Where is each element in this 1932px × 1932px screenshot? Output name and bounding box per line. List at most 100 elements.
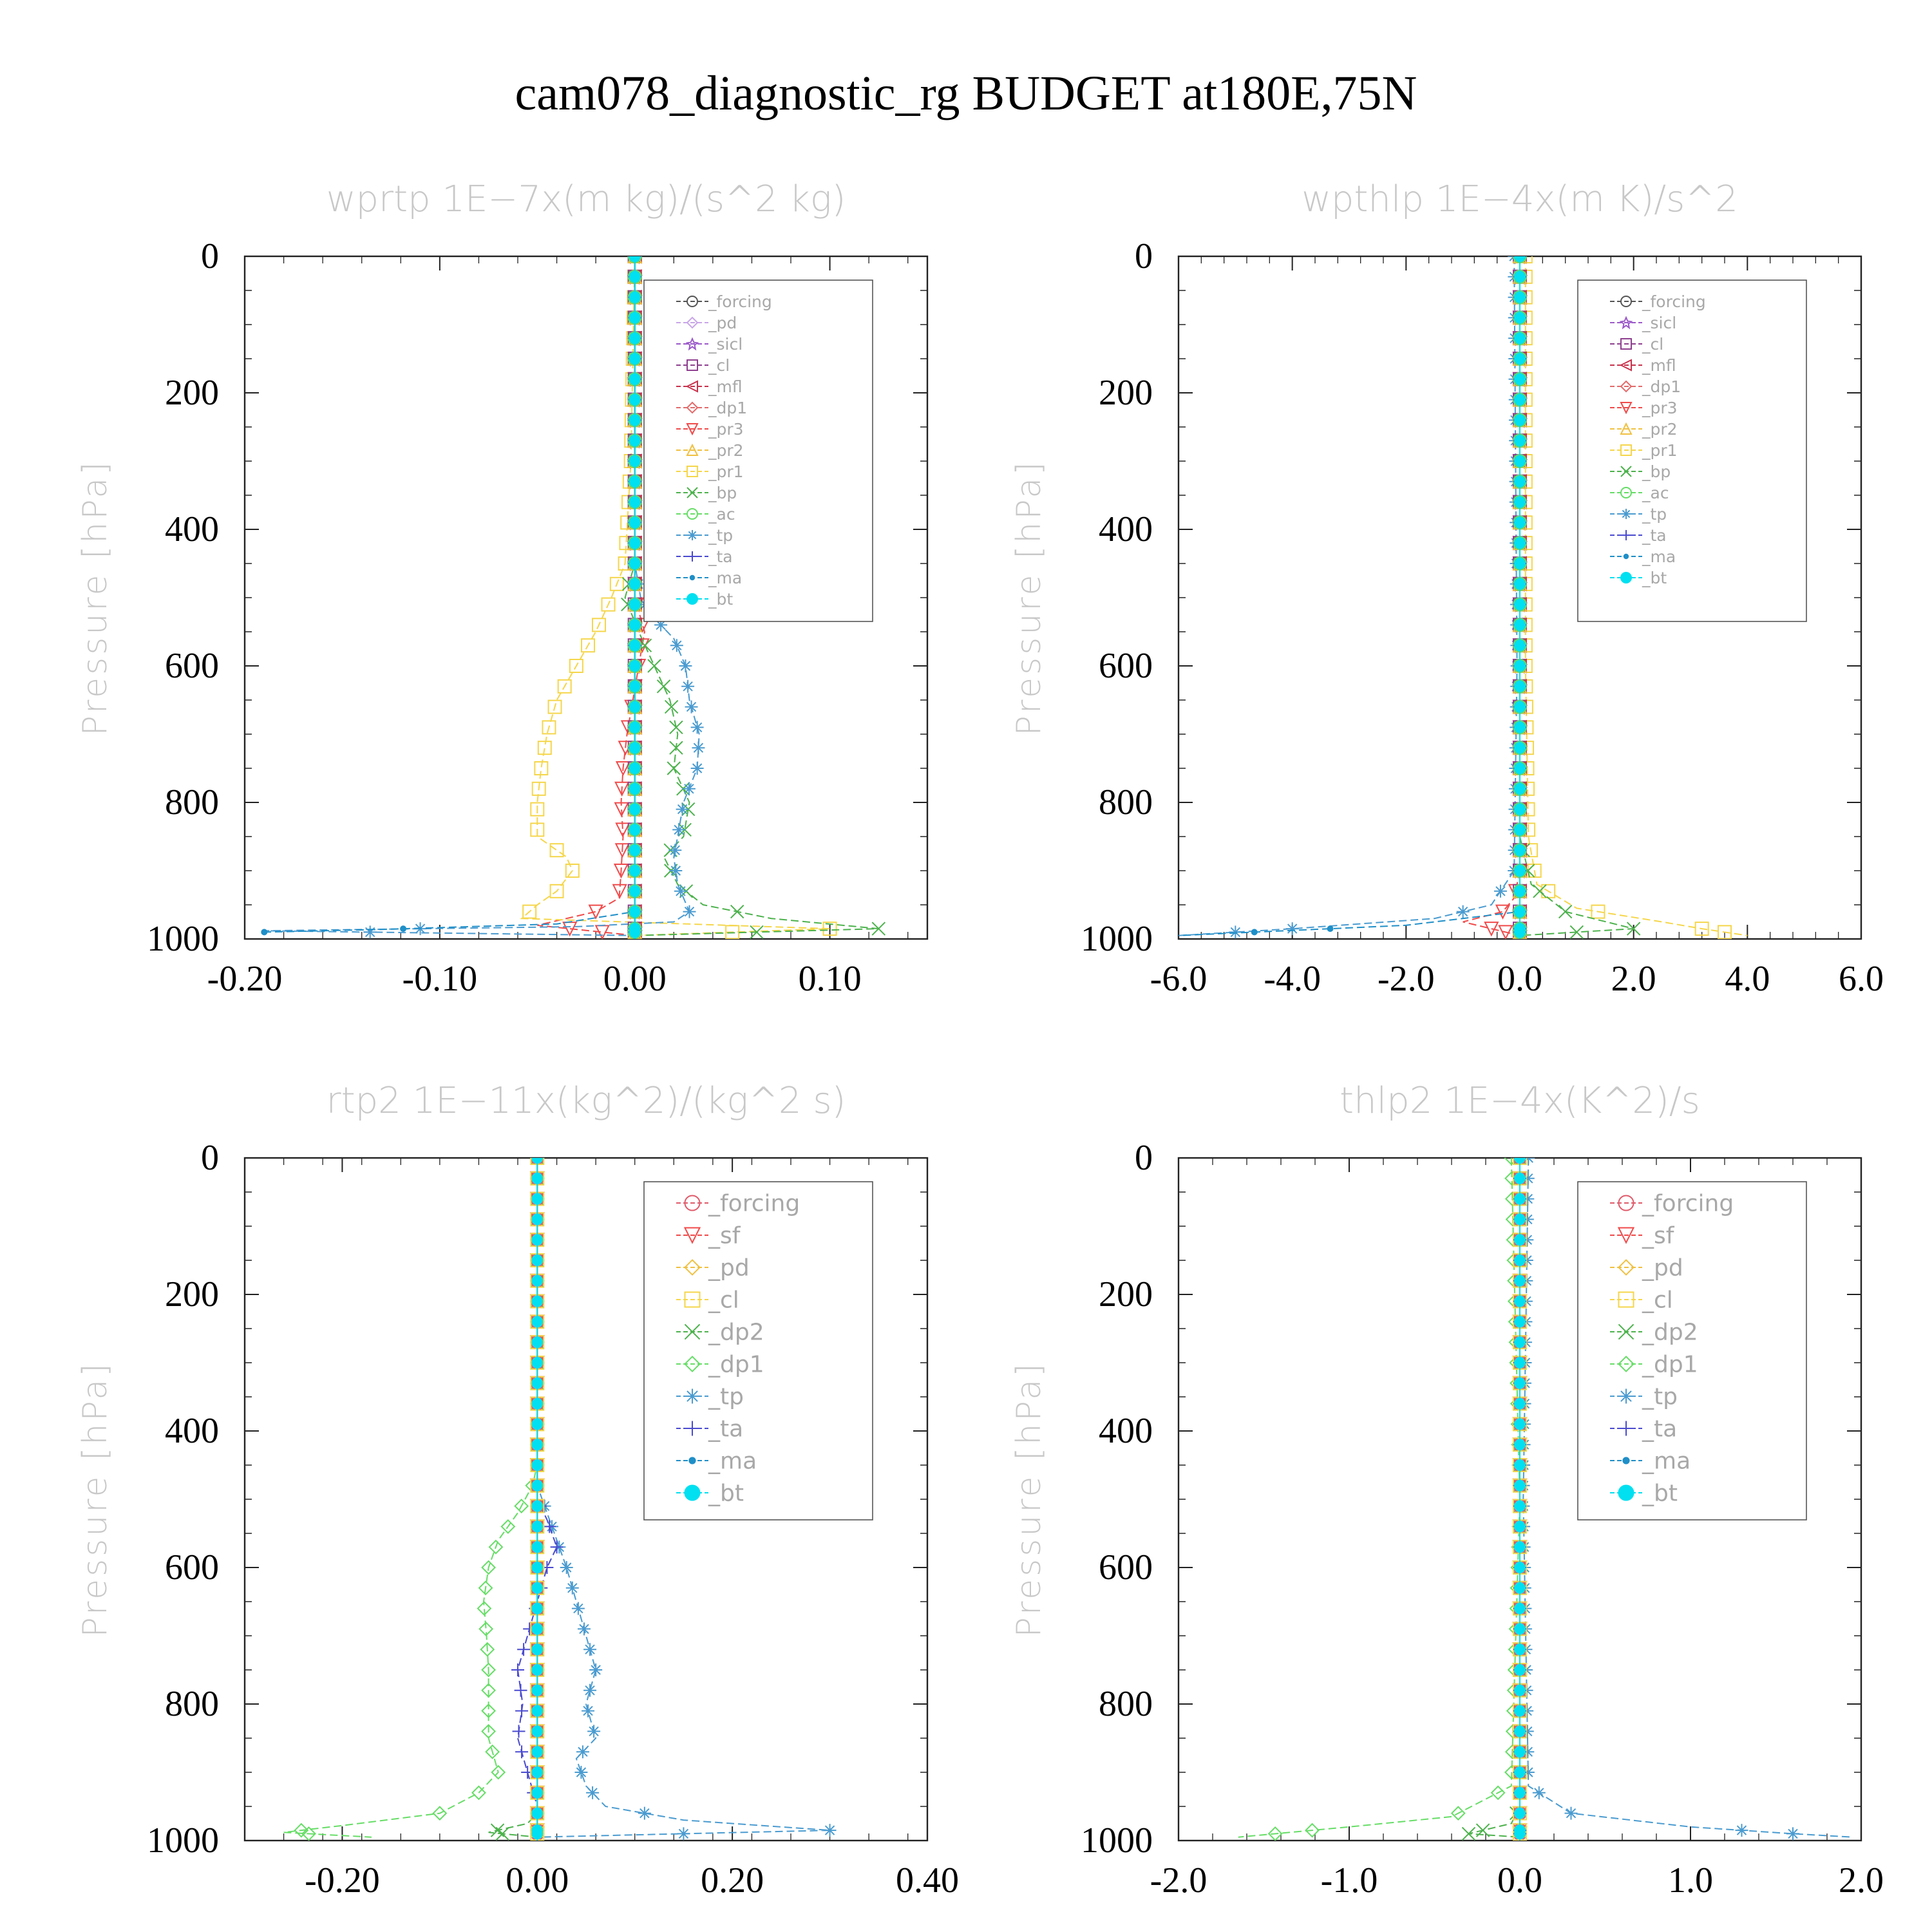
- data-point: [432, 1806, 448, 1821]
- data-point: [485, 1744, 500, 1759]
- data-point: [629, 475, 641, 488]
- data-point: [1786, 1827, 1799, 1841]
- data-point: [1514, 1623, 1526, 1635]
- legend-label: _cl: [1642, 335, 1663, 354]
- legend-entry_bt: _bt: [1610, 569, 1667, 587]
- data-point: [481, 1683, 496, 1698]
- legend-label: _sf: [1642, 1223, 1675, 1249]
- legend-marker: [1620, 296, 1632, 307]
- data-point: [1514, 1336, 1526, 1349]
- data-point: [667, 761, 681, 775]
- legend-entry_cl: _cl: [1610, 1287, 1673, 1314]
- legend-marker: [686, 443, 699, 456]
- data-point: [629, 742, 641, 754]
- data-point: [1514, 742, 1526, 754]
- data-point: [1514, 1582, 1526, 1594]
- y-tick-label: 400: [165, 509, 219, 549]
- legend-label: _ma: [1642, 1448, 1690, 1475]
- series-line: [520, 256, 830, 936]
- y-tick-label: 200: [165, 1274, 219, 1314]
- data-point: [614, 843, 630, 858]
- data-point: [1514, 1213, 1526, 1226]
- data-point: [664, 699, 679, 714]
- data-point: [1514, 312, 1526, 324]
- data-point: [478, 1580, 493, 1596]
- data-point: [1514, 1602, 1526, 1615]
- legend-marker: [684, 1356, 701, 1372]
- legend-entry_forcing: _forcing: [676, 292, 772, 311]
- series_tp: [1179, 256, 1524, 939]
- legend-label: _cl: [708, 1287, 739, 1314]
- legend-label: _ta: [708, 547, 733, 566]
- data-point: [615, 761, 631, 777]
- data-point: [656, 679, 671, 694]
- legend-marker: [687, 508, 698, 520]
- legend-label: _pr1: [1642, 441, 1678, 460]
- data-point: [1521, 1766, 1535, 1779]
- data-point: [601, 597, 616, 612]
- legend-marker: [686, 316, 699, 329]
- data-point: [586, 1786, 600, 1799]
- data-point: [1514, 256, 1526, 262]
- series-line: [1179, 256, 1520, 936]
- panel-4: thlp2 1E−4x(K^2)/s Pressure [hPa] 0 200 400 6…: [1010, 1080, 1884, 1900]
- data-point: [613, 864, 629, 879]
- legend-marker: [684, 1259, 701, 1276]
- legend-entry_tp: _tp: [1610, 1384, 1678, 1410]
- data-point: [871, 922, 886, 936]
- legend-marker: [1618, 1388, 1634, 1404]
- legend-entry_dp1: _dp1: [1610, 377, 1681, 396]
- legend-marker: [685, 1421, 700, 1436]
- x-tick-label: -0.20: [207, 959, 283, 999]
- x-tick-label: 6.0: [1839, 959, 1884, 999]
- data-point: [615, 822, 630, 838]
- data-point: [629, 270, 641, 283]
- data-point: [569, 659, 583, 673]
- legend-marker: [1619, 316, 1633, 330]
- legend-marker: [1622, 1457, 1630, 1464]
- y-tick-label: 1000: [147, 1821, 219, 1861]
- data-point: [543, 1520, 556, 1533]
- data-point: [481, 1560, 496, 1575]
- legend-entry_sf: _sf: [676, 1223, 741, 1249]
- data-point: [1514, 923, 1526, 935]
- data-point: [730, 904, 744, 919]
- legend-label: _dp2: [1642, 1320, 1698, 1346]
- legend-marker: [1621, 530, 1631, 540]
- series-line: [516, 1158, 558, 1807]
- data-point: [583, 1643, 597, 1656]
- legend-entry_ma: _ma: [1610, 1448, 1690, 1475]
- data-point: [500, 1519, 516, 1534]
- data-point: [1514, 639, 1526, 652]
- data-point: [1514, 1725, 1526, 1738]
- y-axis-label: Pressure [hPa]: [1010, 460, 1048, 736]
- data-point: [629, 639, 641, 652]
- data-point: [1514, 455, 1526, 467]
- data-point: [531, 1479, 544, 1492]
- data-point: [682, 782, 696, 795]
- legend-label: _dp1: [708, 1352, 764, 1378]
- series_ma: [261, 256, 638, 936]
- data-point: [1514, 1479, 1526, 1492]
- data-point: [531, 1377, 544, 1389]
- data-point: [638, 1806, 651, 1820]
- legend-entry_dp1: _dp1: [676, 1352, 764, 1378]
- data-point: [560, 1561, 573, 1574]
- data-point: [531, 781, 546, 796]
- data-point: [1514, 373, 1526, 385]
- legend-entry_pr3: _pr3: [676, 420, 744, 439]
- data-point: [1514, 270, 1526, 283]
- legend-entry_dp2: _dp2: [1610, 1320, 1698, 1346]
- legend-entry_ta: _ta: [676, 547, 733, 566]
- y-tick-label: 800: [1099, 1684, 1153, 1724]
- data-point: [629, 537, 641, 549]
- data-point: [294, 1823, 309, 1838]
- legend-marker: [1621, 509, 1631, 519]
- data-point: [1514, 1824, 1526, 1837]
- legend-label: _pd: [1642, 1255, 1683, 1282]
- y-axis-label: Pressure [hPa]: [76, 460, 115, 736]
- legend-entry_bt: _bt: [1610, 1481, 1678, 1507]
- y-tick-label: 600: [1099, 1548, 1153, 1587]
- data-point: [629, 865, 641, 876]
- legend-label: _bp: [708, 484, 737, 502]
